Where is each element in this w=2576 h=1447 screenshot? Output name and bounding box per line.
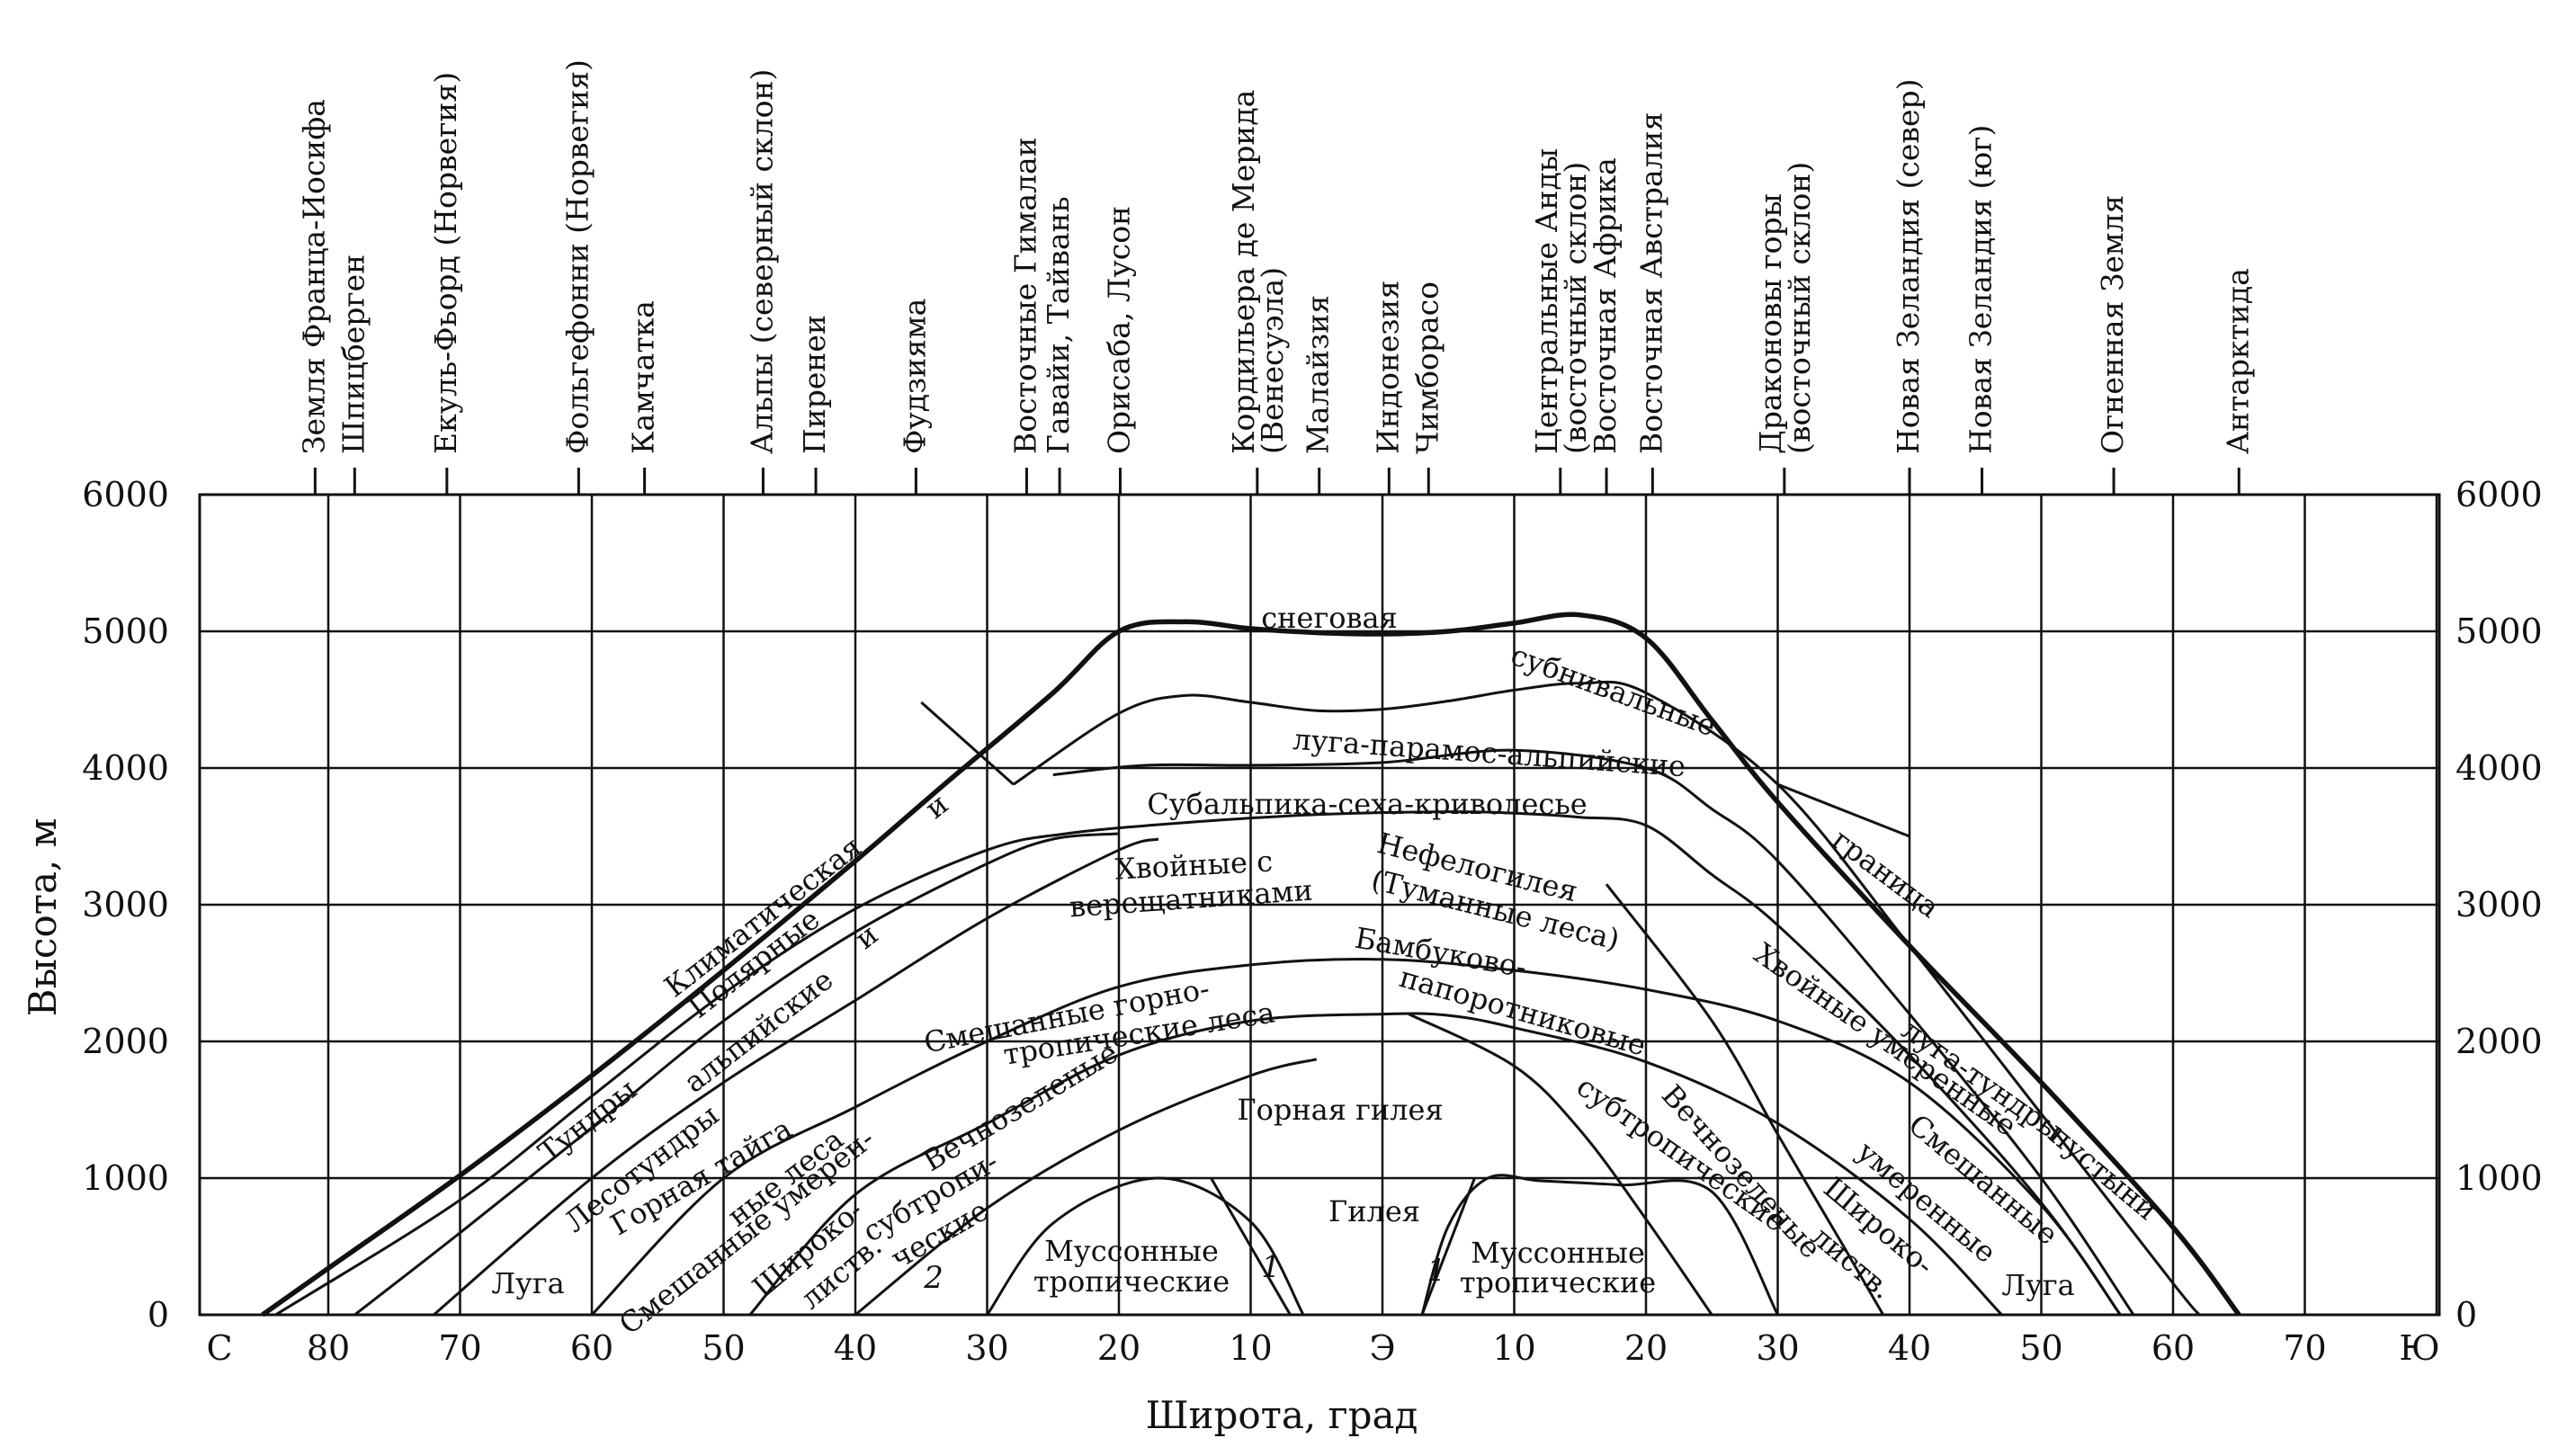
zone-number-label: 1 bbox=[1261, 1249, 1281, 1285]
zone-label: Луга bbox=[2001, 1268, 2074, 1302]
x-tick-label: 10 bbox=[1492, 1328, 1535, 1368]
location-label: Восточные Гималаи bbox=[1007, 137, 1042, 454]
evergreen-boundary bbox=[748, 1012, 2003, 1317]
zone-label: Луга bbox=[491, 1266, 564, 1300]
x-tick-label: 80 bbox=[307, 1328, 350, 1368]
gilea-left-boundary bbox=[1210, 1177, 1292, 1316]
monsoon-north-arc bbox=[986, 1176, 1305, 1316]
zone-label: и bbox=[918, 787, 954, 826]
boundary-line bbox=[1776, 782, 1910, 838]
zone-label: Муссонные bbox=[1044, 1234, 1219, 1268]
x-tick-label: 20 bbox=[1097, 1328, 1140, 1368]
location-label: Драконовы горы(восточный склон) bbox=[1753, 162, 1817, 454]
zone-label: верещатниками bbox=[1069, 873, 1314, 924]
y-tick-label-left: 0 bbox=[148, 1295, 169, 1335]
location-label: Фольгефонни (Норвегия) bbox=[559, 59, 595, 454]
x-tick-label: 30 bbox=[1756, 1328, 1799, 1368]
y-axis-title: Высота, м bbox=[21, 818, 65, 1017]
gilea-right-boundary bbox=[1420, 1177, 1476, 1316]
location-label: Орисаба, Лусон bbox=[1101, 206, 1136, 454]
location-label: Восточная Африка bbox=[1588, 157, 1623, 454]
monsoon-south-arc bbox=[1420, 1174, 1779, 1316]
zone-label: и bbox=[848, 917, 884, 956]
x-tick-label: 60 bbox=[570, 1328, 613, 1368]
cloud-forest-inner-boundary bbox=[1408, 1013, 1713, 1316]
zone-label: тропические bbox=[1033, 1264, 1230, 1299]
location-label: Новая Зеландия (юг) bbox=[1963, 125, 1999, 454]
location-label: Малайзия bbox=[1301, 295, 1336, 454]
y-tick-label-left: 4000 bbox=[82, 748, 169, 788]
x-tick-label: 40 bbox=[1888, 1328, 1931, 1368]
zone-label: снеговая bbox=[1261, 601, 1398, 635]
y-tick-label-right: 1000 bbox=[2455, 1158, 2543, 1198]
zone-label: Тундры bbox=[532, 1072, 643, 1169]
y-tick-label-left: 6000 bbox=[82, 475, 169, 514]
x-tick-label: 60 bbox=[2151, 1328, 2195, 1368]
x-tick-label: Э bbox=[1369, 1328, 1395, 1368]
x-tick-label: 20 bbox=[1624, 1328, 1668, 1368]
y-tick-label-left: 2000 bbox=[82, 1022, 169, 1061]
location-label: Гавайи, Тайвань bbox=[1041, 196, 1076, 454]
zone-label: тропические bbox=[1460, 1265, 1656, 1300]
x-axis-title: Широта, град bbox=[1146, 1393, 1418, 1437]
zone-label: луга-парамос-альпийские bbox=[1292, 722, 1686, 783]
location-label: Кордильера де Мерида(Венесуэла) bbox=[1226, 90, 1290, 454]
zone-label: пустыни bbox=[2044, 1118, 2165, 1228]
x-tick-label: 50 bbox=[2019, 1328, 2062, 1368]
location-label: Чимборасо bbox=[1409, 281, 1445, 454]
location-label: Огненная Земля bbox=[2095, 195, 2130, 454]
location-label: Альпы (северный склон) bbox=[744, 69, 779, 454]
subnival-boundary bbox=[1012, 680, 2201, 1316]
location-label: Антарктида bbox=[2220, 268, 2255, 454]
x-tick-label: 10 bbox=[1229, 1328, 1272, 1368]
x-tick-label: С bbox=[206, 1328, 232, 1368]
y-tick-label-left: 3000 bbox=[82, 885, 169, 924]
location-label: Екуль-Фьорд (Норвегия) bbox=[428, 72, 463, 454]
y-tick-label-left: 1000 bbox=[82, 1158, 169, 1198]
paramos-boundary bbox=[1052, 748, 2135, 1316]
zone-number-label: 2 bbox=[923, 1260, 944, 1296]
zone-label: Горная гилея bbox=[1237, 1093, 1443, 1127]
treeline-boundary bbox=[274, 810, 2122, 1317]
zone-label: Гилея bbox=[1328, 1194, 1420, 1228]
x-tick-label: 50 bbox=[702, 1328, 745, 1368]
location-label: Пиренеи bbox=[797, 315, 832, 454]
zone-number-label: 1 bbox=[1427, 1253, 1446, 1289]
x-tick-label: Ю bbox=[2399, 1328, 2439, 1368]
zone-label: Муссонные bbox=[1471, 1236, 1645, 1270]
boundary-lines bbox=[261, 612, 2241, 1317]
tundra-forest-boundary bbox=[353, 832, 1120, 1317]
location-label: Центральные Анды(восточный склон) bbox=[1529, 148, 1593, 454]
y-tick-label-left: 5000 bbox=[82, 612, 169, 651]
x-tick-label: 70 bbox=[2283, 1328, 2326, 1368]
location-label: Шпицберген bbox=[335, 255, 371, 454]
x-tick-label: 70 bbox=[438, 1328, 481, 1368]
taiga-boundary bbox=[433, 837, 1159, 1317]
y-tick-label-right: 6000 bbox=[2455, 475, 2543, 514]
y-tick-label-right: 0 bbox=[2455, 1295, 2477, 1335]
broadleaf-boundary bbox=[854, 1058, 1318, 1317]
location-label: Новая Зеландия (север) bbox=[1891, 78, 1926, 454]
y-tick-label-right: 2000 bbox=[2455, 1022, 2543, 1061]
location-label: Восточная Австралия bbox=[1633, 112, 1668, 454]
y-tick-label-right: 3000 bbox=[2455, 885, 2543, 924]
y-tick-label-right: 5000 bbox=[2455, 612, 2543, 651]
location-label: Камчатка bbox=[626, 300, 661, 454]
location-label: Индонезия bbox=[1370, 281, 1405, 454]
location-labels: Земля Франца-Иосифа Шпицберген Екуль-Фьорд… bbox=[296, 59, 2255, 495]
zone-label: Субальпика-сеха-криволесье bbox=[1147, 787, 1587, 821]
x-tick-label: 40 bbox=[834, 1328, 877, 1368]
y-tick-label-right: 4000 bbox=[2455, 748, 2543, 788]
cloud-forest-outer-boundary bbox=[1605, 883, 1885, 1316]
mixed-forest-boundary bbox=[590, 958, 2122, 1317]
location-label: Земля Франца-Иосифа bbox=[296, 99, 331, 454]
x-tick-label: 30 bbox=[965, 1328, 1008, 1368]
boundary-line bbox=[920, 701, 1015, 786]
zone-label: Хвойные с bbox=[1114, 844, 1274, 886]
location-label: Фудзияма bbox=[897, 299, 932, 454]
